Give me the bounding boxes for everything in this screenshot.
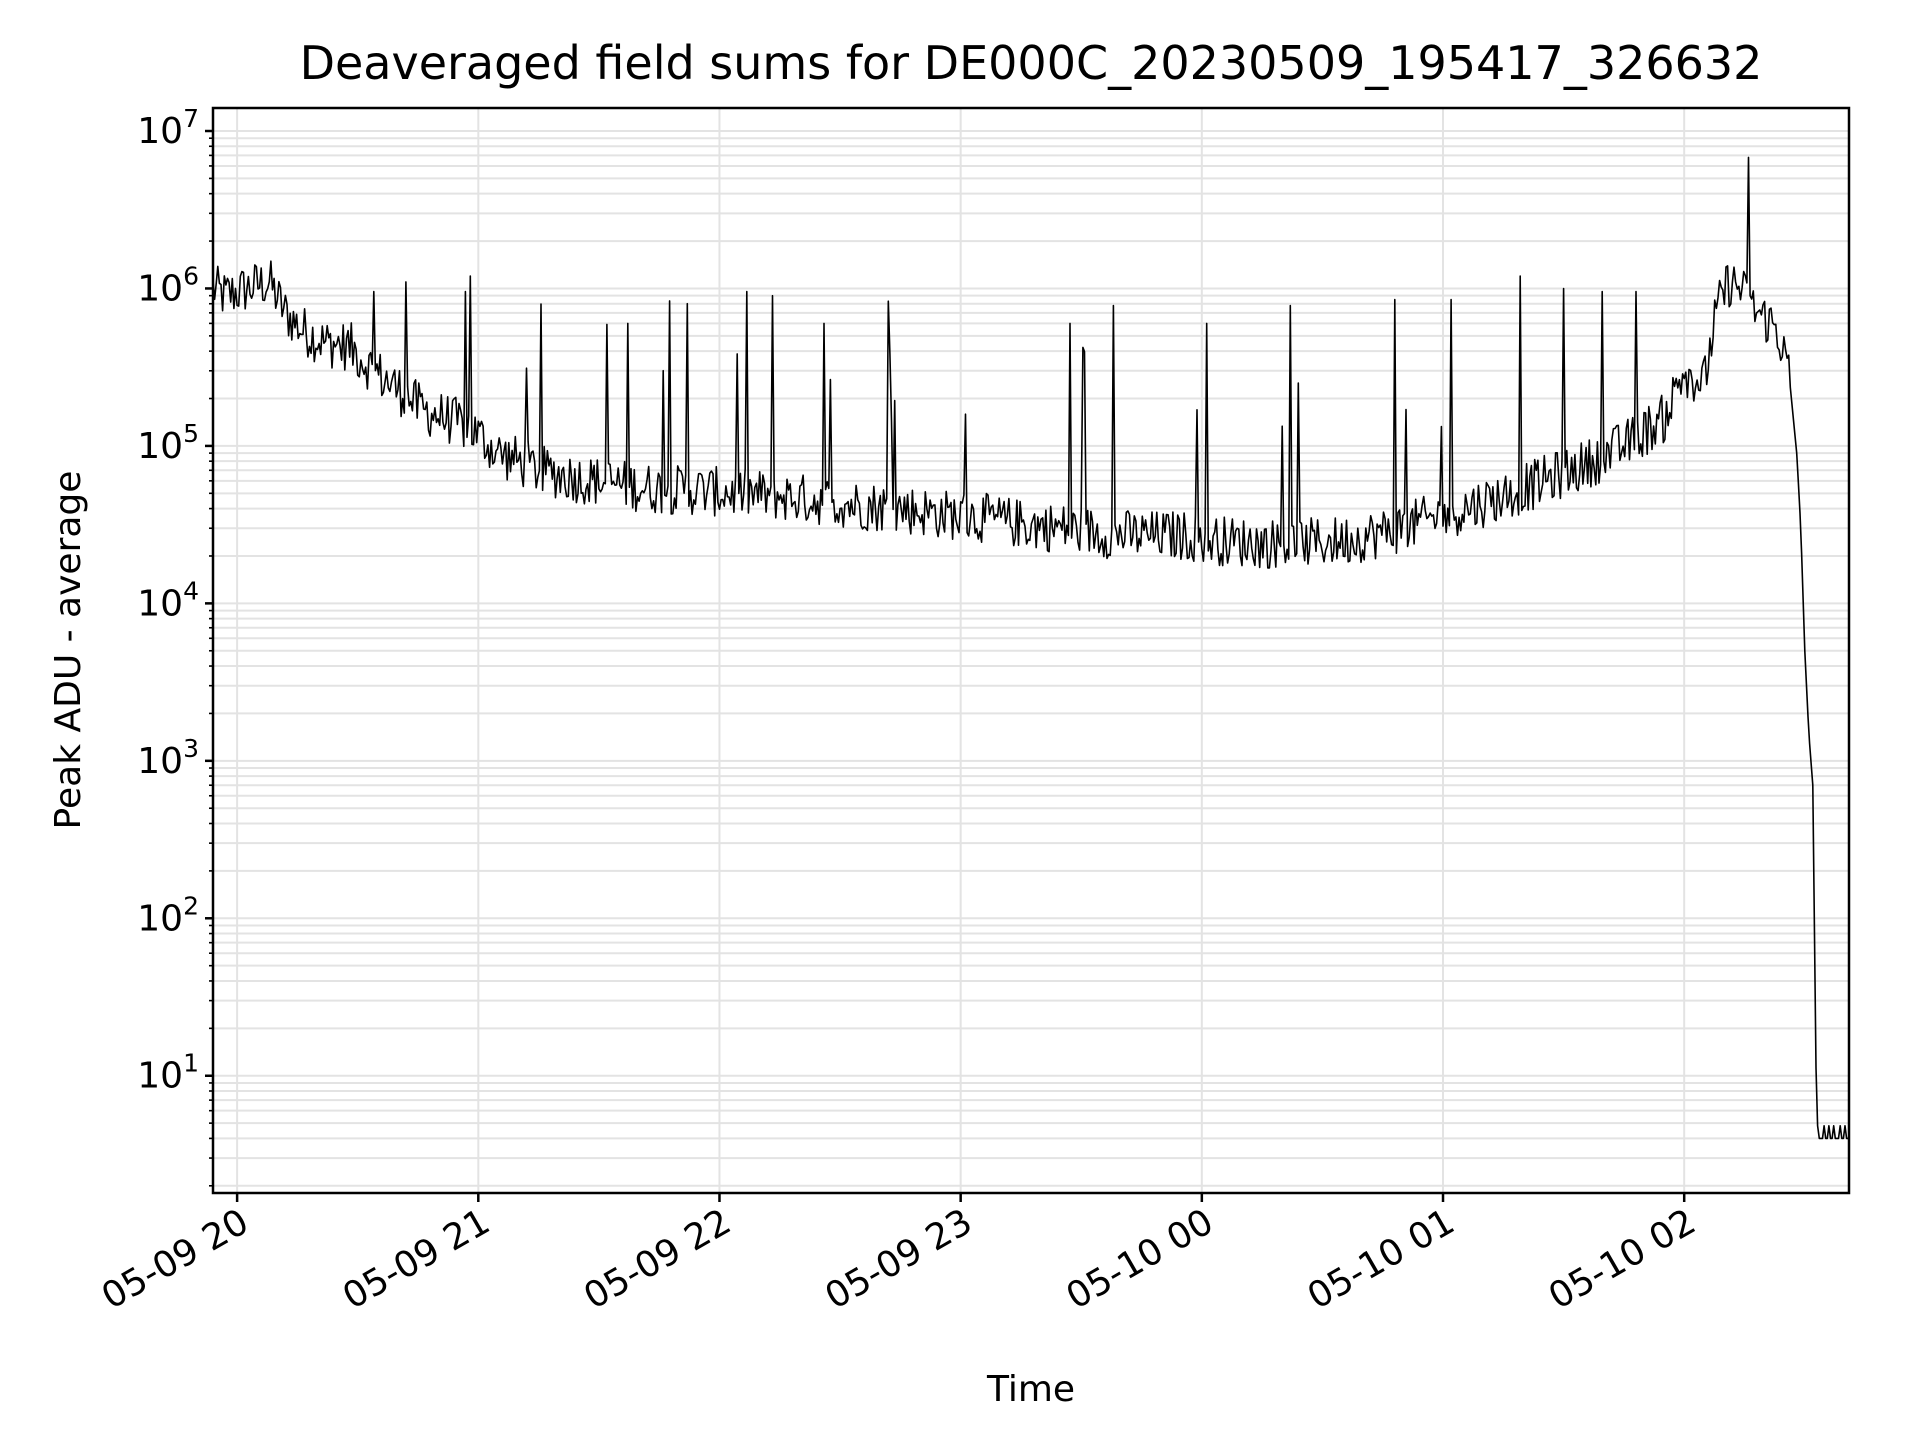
y-tick-label: 101 xyxy=(137,1049,199,1097)
x-tick-label: 05-10 02 xyxy=(1542,1201,1703,1317)
y-tick-label-base: 10 xyxy=(137,741,183,782)
y-tick-label-exponent: 1 xyxy=(183,1049,199,1078)
y-tick-label-exponent: 5 xyxy=(183,419,199,448)
y-tick-label-base: 10 xyxy=(137,583,183,624)
y-tick-label-base: 10 xyxy=(137,898,183,939)
y-tick-label-exponent: 2 xyxy=(183,891,199,920)
x-tick-label: 05-09 21 xyxy=(336,1201,497,1317)
grid xyxy=(213,108,1849,1193)
y-tick-label-exponent: 3 xyxy=(183,734,199,763)
x-tick-label: 05-10 00 xyxy=(1060,1201,1221,1317)
y-axis-label: Peak ADU - average xyxy=(48,471,89,830)
x-tick-label: 05-09 23 xyxy=(818,1201,979,1317)
series-layer xyxy=(212,156,1849,1140)
y-tick-label: 104 xyxy=(137,576,199,624)
y-tick-label: 107 xyxy=(137,104,199,152)
series-line xyxy=(212,156,1849,1140)
axis-ticks xyxy=(205,129,1686,1202)
y-tick-label-base: 10 xyxy=(137,268,183,309)
y-tick-label-base: 10 xyxy=(137,111,183,152)
y-tick-label: 106 xyxy=(137,261,199,309)
chart-title: Deaveraged field sums for DE000C_2023050… xyxy=(300,36,1763,90)
x-tick-label: 05-09 20 xyxy=(95,1201,256,1317)
y-tick-label: 102 xyxy=(137,891,199,939)
y-tick-label-base: 10 xyxy=(137,1056,183,1097)
y-tick-label-exponent: 4 xyxy=(183,576,199,605)
y-tick-label-base: 10 xyxy=(137,426,183,467)
y-tick-label: 105 xyxy=(137,419,199,467)
x-tick-label: 05-09 22 xyxy=(577,1201,738,1317)
x-tick-label: 05-10 01 xyxy=(1301,1201,1462,1317)
y-tick-label: 103 xyxy=(137,734,199,782)
y-tick-label-exponent: 7 xyxy=(183,104,199,133)
x-axis-label: Time xyxy=(986,1369,1075,1410)
y-tick-label-exponent: 6 xyxy=(183,261,199,290)
